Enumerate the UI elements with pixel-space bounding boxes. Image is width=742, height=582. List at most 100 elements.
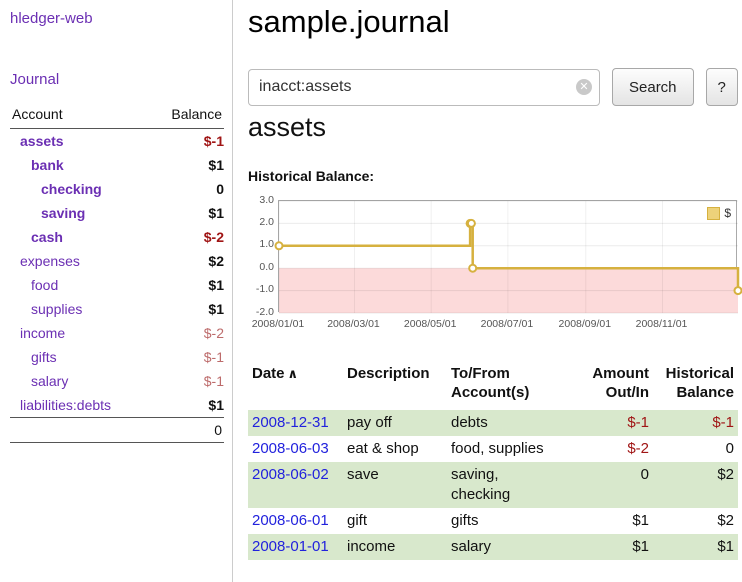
help-button[interactable]: ? bbox=[705, 68, 738, 106]
account-balance: $-1 bbox=[203, 349, 224, 365]
chart-title: Historical Balance: bbox=[248, 168, 375, 184]
account-row: food $1 bbox=[10, 273, 224, 297]
account-row: bank $1 bbox=[10, 153, 224, 177]
account-heading: assets bbox=[248, 112, 327, 142]
account-balance: $1 bbox=[208, 205, 224, 221]
txn-date-cell: 2008-06-03 bbox=[248, 436, 343, 462]
x-tick-label: 2008/05/01 bbox=[403, 318, 457, 330]
chart-canvas bbox=[274, 200, 742, 314]
transaction-date-link[interactable]: 2008-12-31 bbox=[252, 414, 329, 431]
account-balance: $2 bbox=[208, 253, 224, 269]
txn-amount: $-2 bbox=[627, 440, 649, 457]
clear-search-icon[interactable]: ✕ bbox=[576, 78, 592, 95]
account-link-expenses[interactable]: expenses bbox=[20, 253, 80, 269]
account-link-assets[interactable]: assets bbox=[20, 133, 64, 149]
chart-y-axis: 3.0 2.0 1.0 0.0 -1.0 -2.0 bbox=[248, 194, 274, 318]
txn-amount: $-1 bbox=[627, 414, 649, 431]
txn-accounts: gifts bbox=[451, 512, 479, 529]
account-name-cell: food bbox=[10, 273, 149, 297]
page-title: sample.journal bbox=[248, 4, 450, 39]
accounts-header-row: Account Balance bbox=[10, 104, 224, 129]
search-button[interactable]: Search bbox=[612, 68, 694, 106]
account-link-income[interactable]: income bbox=[20, 325, 66, 341]
account-link-salary[interactable]: salary bbox=[31, 373, 69, 389]
account-balance: $1 bbox=[208, 397, 224, 413]
chart-negative-region bbox=[279, 268, 738, 313]
transaction-date-link[interactable]: 2008-06-01 bbox=[252, 512, 329, 529]
txn-balance: $2 bbox=[717, 466, 734, 483]
txn-date-cell: 2008-01-01 bbox=[248, 534, 343, 560]
account-name-cell: income bbox=[10, 321, 149, 345]
txn-amount: $1 bbox=[632, 538, 649, 555]
column-header-amount: Amount Out/In bbox=[592, 365, 649, 401]
data-point-marker bbox=[466, 218, 476, 228]
account-row: saving $1 bbox=[10, 201, 224, 225]
account-link-saving[interactable]: saving bbox=[41, 205, 86, 221]
txn-balance: $-1 bbox=[712, 414, 734, 431]
transaction-row: 2008-06-02 save saving, checking 0 $2 bbox=[248, 462, 738, 508]
y-tick-label: 3.0 bbox=[259, 193, 274, 206]
account-name-cell: checking bbox=[10, 177, 149, 201]
x-tick-label: 2008/01/01 bbox=[251, 318, 305, 330]
search-bar: ✕ Search ? bbox=[248, 68, 738, 106]
account-balance: $-2 bbox=[203, 229, 224, 245]
column-header-description: Description bbox=[347, 365, 430, 382]
account-name-cell: bank bbox=[10, 153, 149, 177]
x-tick-label: 2008/09/01 bbox=[558, 318, 612, 330]
data-point-marker bbox=[733, 286, 742, 296]
account-row: income $-2 bbox=[10, 321, 224, 345]
accounts-header-account: Account bbox=[10, 104, 149, 129]
txn-accounts: debts bbox=[451, 414, 488, 431]
account-link-bank[interactable]: bank bbox=[31, 157, 64, 173]
txn-balance: $1 bbox=[717, 538, 734, 555]
transaction-date-link[interactable]: 2008-06-03 bbox=[252, 440, 329, 457]
y-tick-label: 1.0 bbox=[259, 238, 274, 251]
transactions-header-row: Date ∧ Description To/From Account(s) Amo… bbox=[248, 362, 738, 410]
account-name-cell: salary bbox=[10, 369, 149, 393]
txn-accounts: salary bbox=[451, 538, 492, 555]
transaction-row: 2008-01-01 income salary $1 $1 bbox=[248, 534, 738, 560]
account-balance: $1 bbox=[208, 277, 224, 293]
transaction-row: 2008-12-31 pay off debts $-1 $-1 bbox=[248, 410, 738, 436]
transaction-row: 2008-06-03 eat & shop food, supplies $-2 0 bbox=[248, 436, 738, 462]
transaction-date-link[interactable]: 2008-01-01 bbox=[252, 538, 329, 555]
account-balance: $1 bbox=[208, 157, 224, 173]
accounts-total-row: 0 bbox=[10, 417, 224, 443]
accounts-table: Account Balance assets $-1 bank $1 checking 0… bbox=[10, 104, 224, 443]
chart-plot-area: $ bbox=[274, 200, 742, 314]
search-input[interactable] bbox=[248, 68, 600, 106]
sort-ascending-icon: ∧ bbox=[287, 366, 299, 381]
journal-link[interactable]: Journal bbox=[10, 71, 60, 88]
column-header-accounts: To/From Account(s) bbox=[451, 365, 530, 401]
app-title-link[interactable]: hledger-web bbox=[10, 10, 93, 27]
txn-accounts: food, supplies bbox=[451, 440, 544, 457]
txn-balance: 0 bbox=[725, 440, 734, 457]
date-header-label: Date bbox=[252, 365, 285, 382]
account-name-cell: cash bbox=[10, 225, 149, 249]
accounts-total-spacer bbox=[10, 417, 149, 443]
column-header-date[interactable]: Date ∧ bbox=[248, 362, 343, 410]
account-link-gifts[interactable]: gifts bbox=[31, 349, 57, 365]
search-box: ✕ bbox=[248, 68, 600, 106]
txn-description: pay off bbox=[347, 414, 392, 431]
account-link-food[interactable]: food bbox=[31, 277, 59, 293]
txn-date-cell: 2008-12-31 bbox=[248, 410, 343, 436]
legend-label: $ bbox=[724, 206, 731, 220]
data-point-marker bbox=[274, 241, 284, 251]
account-link-checking[interactable]: checking bbox=[41, 181, 102, 197]
txn-description: income bbox=[347, 538, 396, 555]
account-link-supplies[interactable]: supplies bbox=[31, 301, 83, 317]
account-balance: 0 bbox=[216, 181, 224, 197]
txn-description: save bbox=[347, 466, 379, 483]
account-link-cash[interactable]: cash bbox=[31, 229, 63, 245]
transactions-table: Date ∧ Description To/From Account(s) Amo… bbox=[248, 362, 738, 560]
account-link-liabilities-debts[interactable]: liabilities:debts bbox=[20, 397, 112, 413]
transaction-date-link[interactable]: 2008-06-02 bbox=[252, 466, 329, 483]
account-row: salary $-1 bbox=[10, 369, 224, 393]
chart-legend: $ bbox=[707, 206, 731, 220]
account-name-cell: supplies bbox=[10, 297, 149, 321]
sidebar: hledger-web Journal Account Balance asse… bbox=[0, 0, 233, 582]
account-balance: $-1 bbox=[203, 373, 224, 389]
account-row: cash $-2 bbox=[10, 225, 224, 249]
historical-balance-chart: 3.0 2.0 1.0 0.0 -1.0 -2.0 $ 2008/01/01 2008/03… bbox=[248, 194, 742, 340]
